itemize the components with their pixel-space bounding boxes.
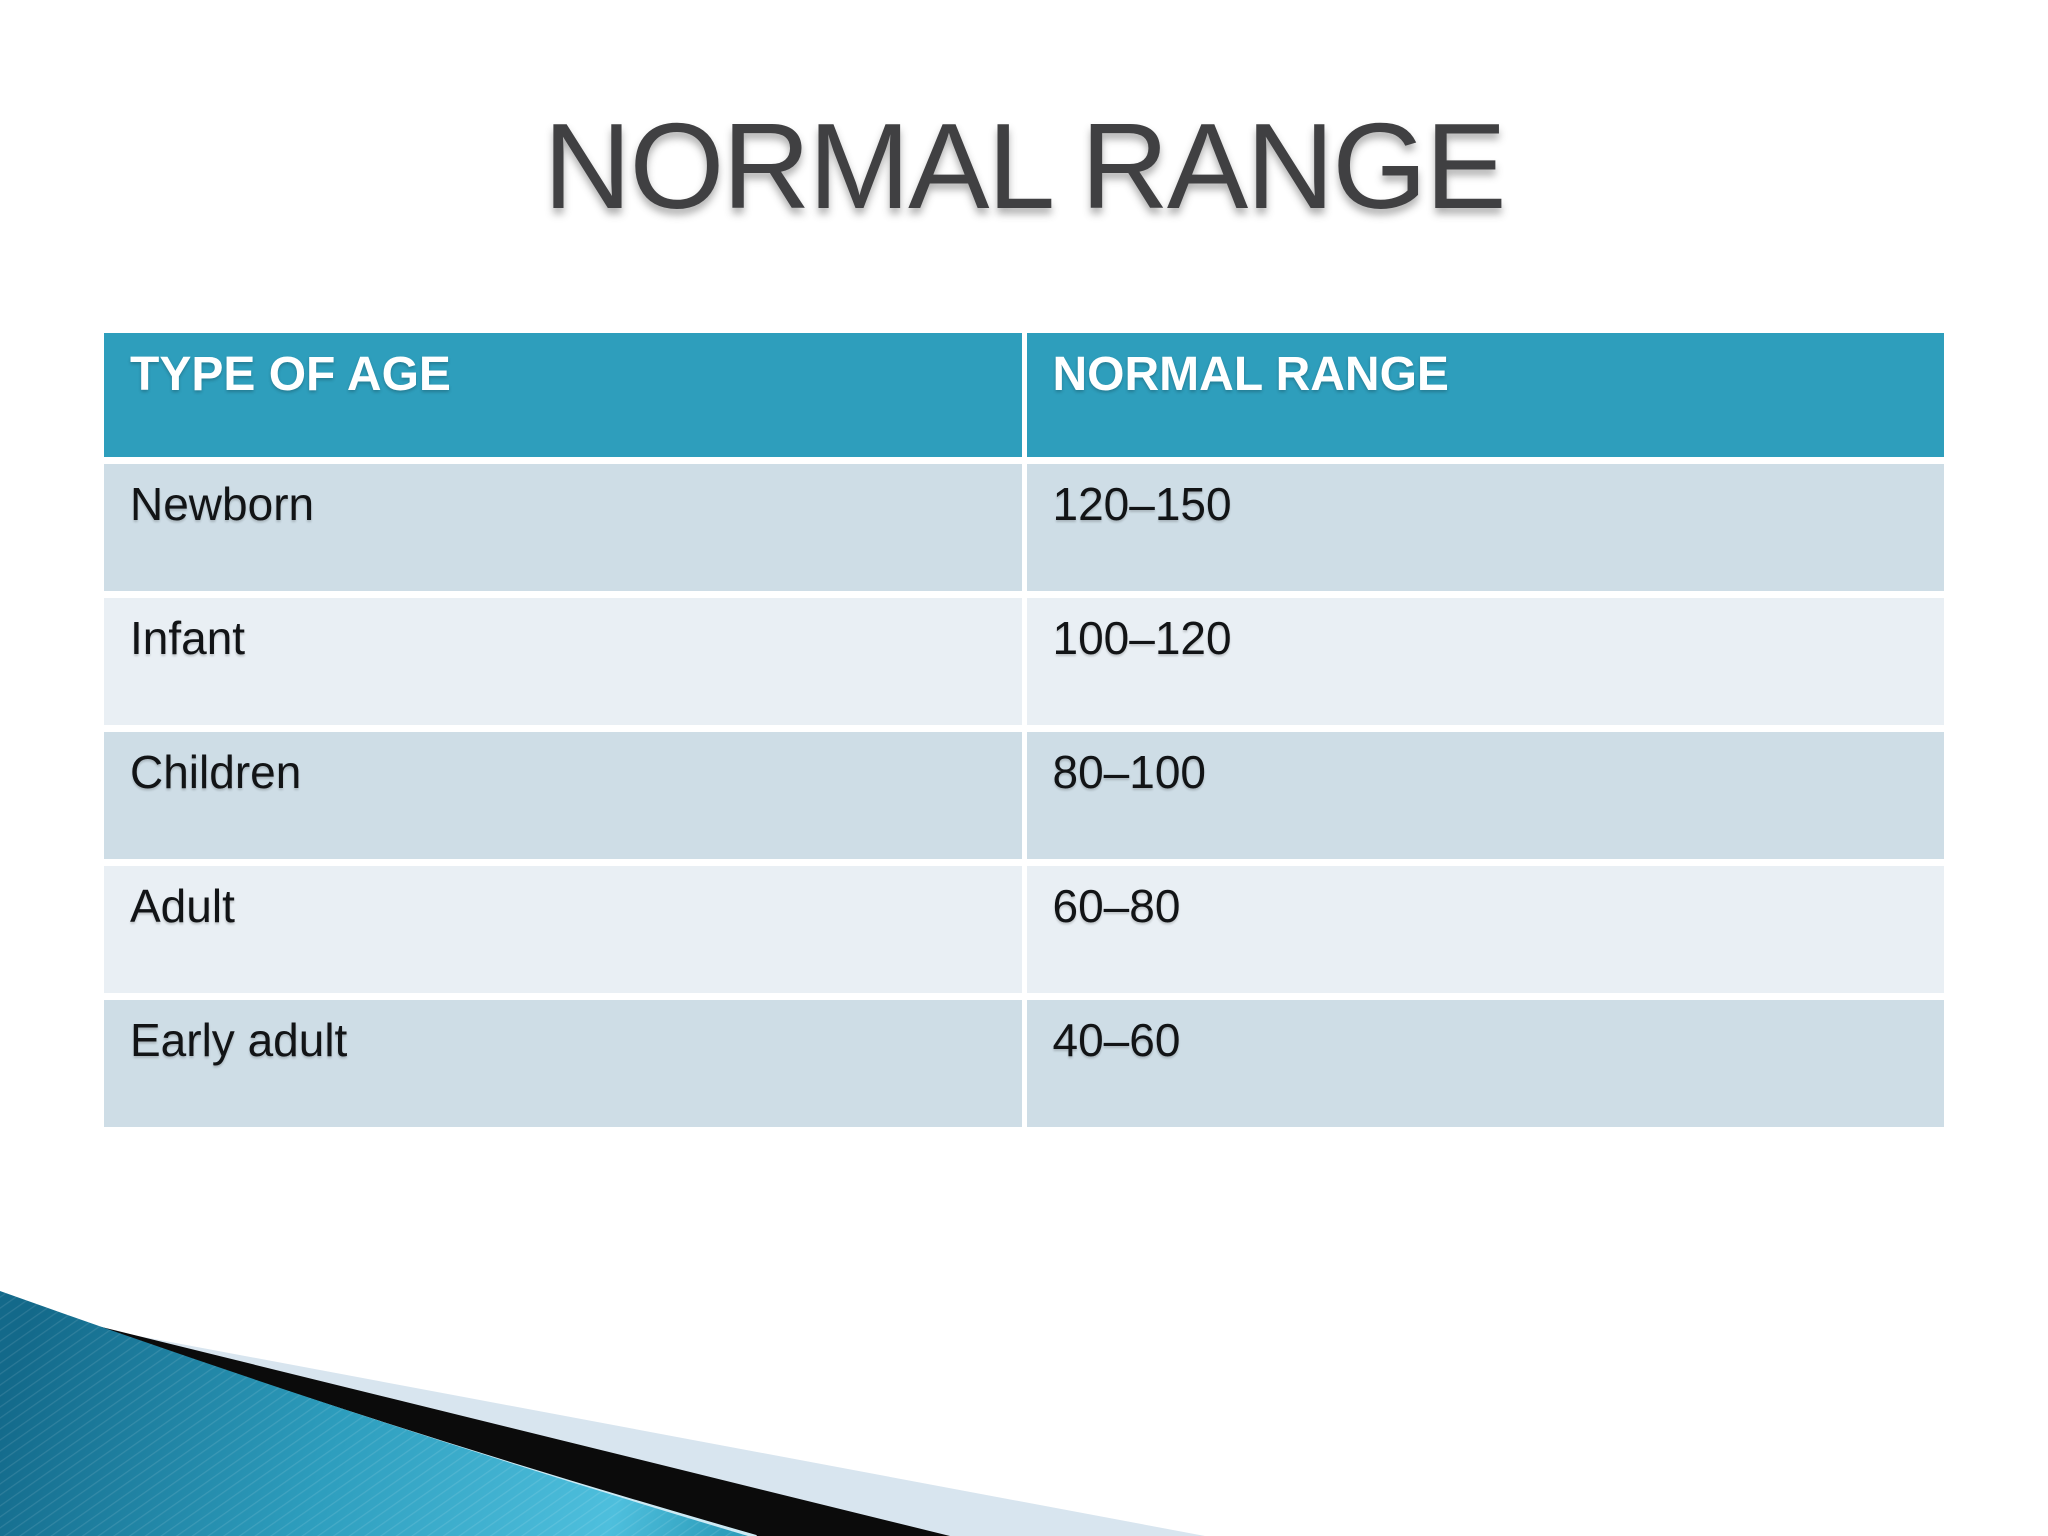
age-type-cell: Newborn: [104, 464, 1022, 591]
table-header-row: TYPE OF AGE NORMAL RANGE: [104, 333, 1944, 457]
age-type-cell: Early adult: [104, 1000, 1022, 1127]
table-row: Infant 100–120: [104, 598, 1944, 725]
table-row: Newborn 120–150: [104, 464, 1944, 591]
table-row: Early adult 40–60: [104, 1000, 1944, 1127]
normal-range-table: TYPE OF AGE NORMAL RANGE Newborn 120–150…: [104, 333, 1944, 1134]
range-value-cell: 100–120: [1026, 598, 1944, 725]
range-value-cell: 40–60: [1026, 1000, 1944, 1127]
column-header-normal-range: NORMAL RANGE: [1026, 333, 1944, 457]
swoosh-light-band: [0, 1310, 1205, 1536]
swoosh-black-stripe: [0, 1302, 950, 1536]
swoosh-teal-texture: [0, 1291, 748, 1536]
range-value-cell: 80–100: [1026, 732, 1944, 859]
range-value-cell: 120–150: [1026, 464, 1944, 591]
age-type-cell: Adult: [104, 866, 1022, 993]
table-row: Children 80–100: [104, 732, 1944, 859]
table-row: Adult 60–80: [104, 866, 1944, 993]
swoosh-edge-highlight: [0, 1292, 757, 1536]
range-value-cell: 60–80: [1026, 866, 1944, 993]
age-type-cell: Infant: [104, 598, 1022, 725]
swoosh-teal-wedge: [0, 1291, 748, 1536]
age-type-cell: Children: [104, 732, 1022, 859]
slide-title: NORMAL RANGE: [543, 98, 1506, 234]
column-header-type-of-age: TYPE OF AGE: [104, 333, 1022, 457]
